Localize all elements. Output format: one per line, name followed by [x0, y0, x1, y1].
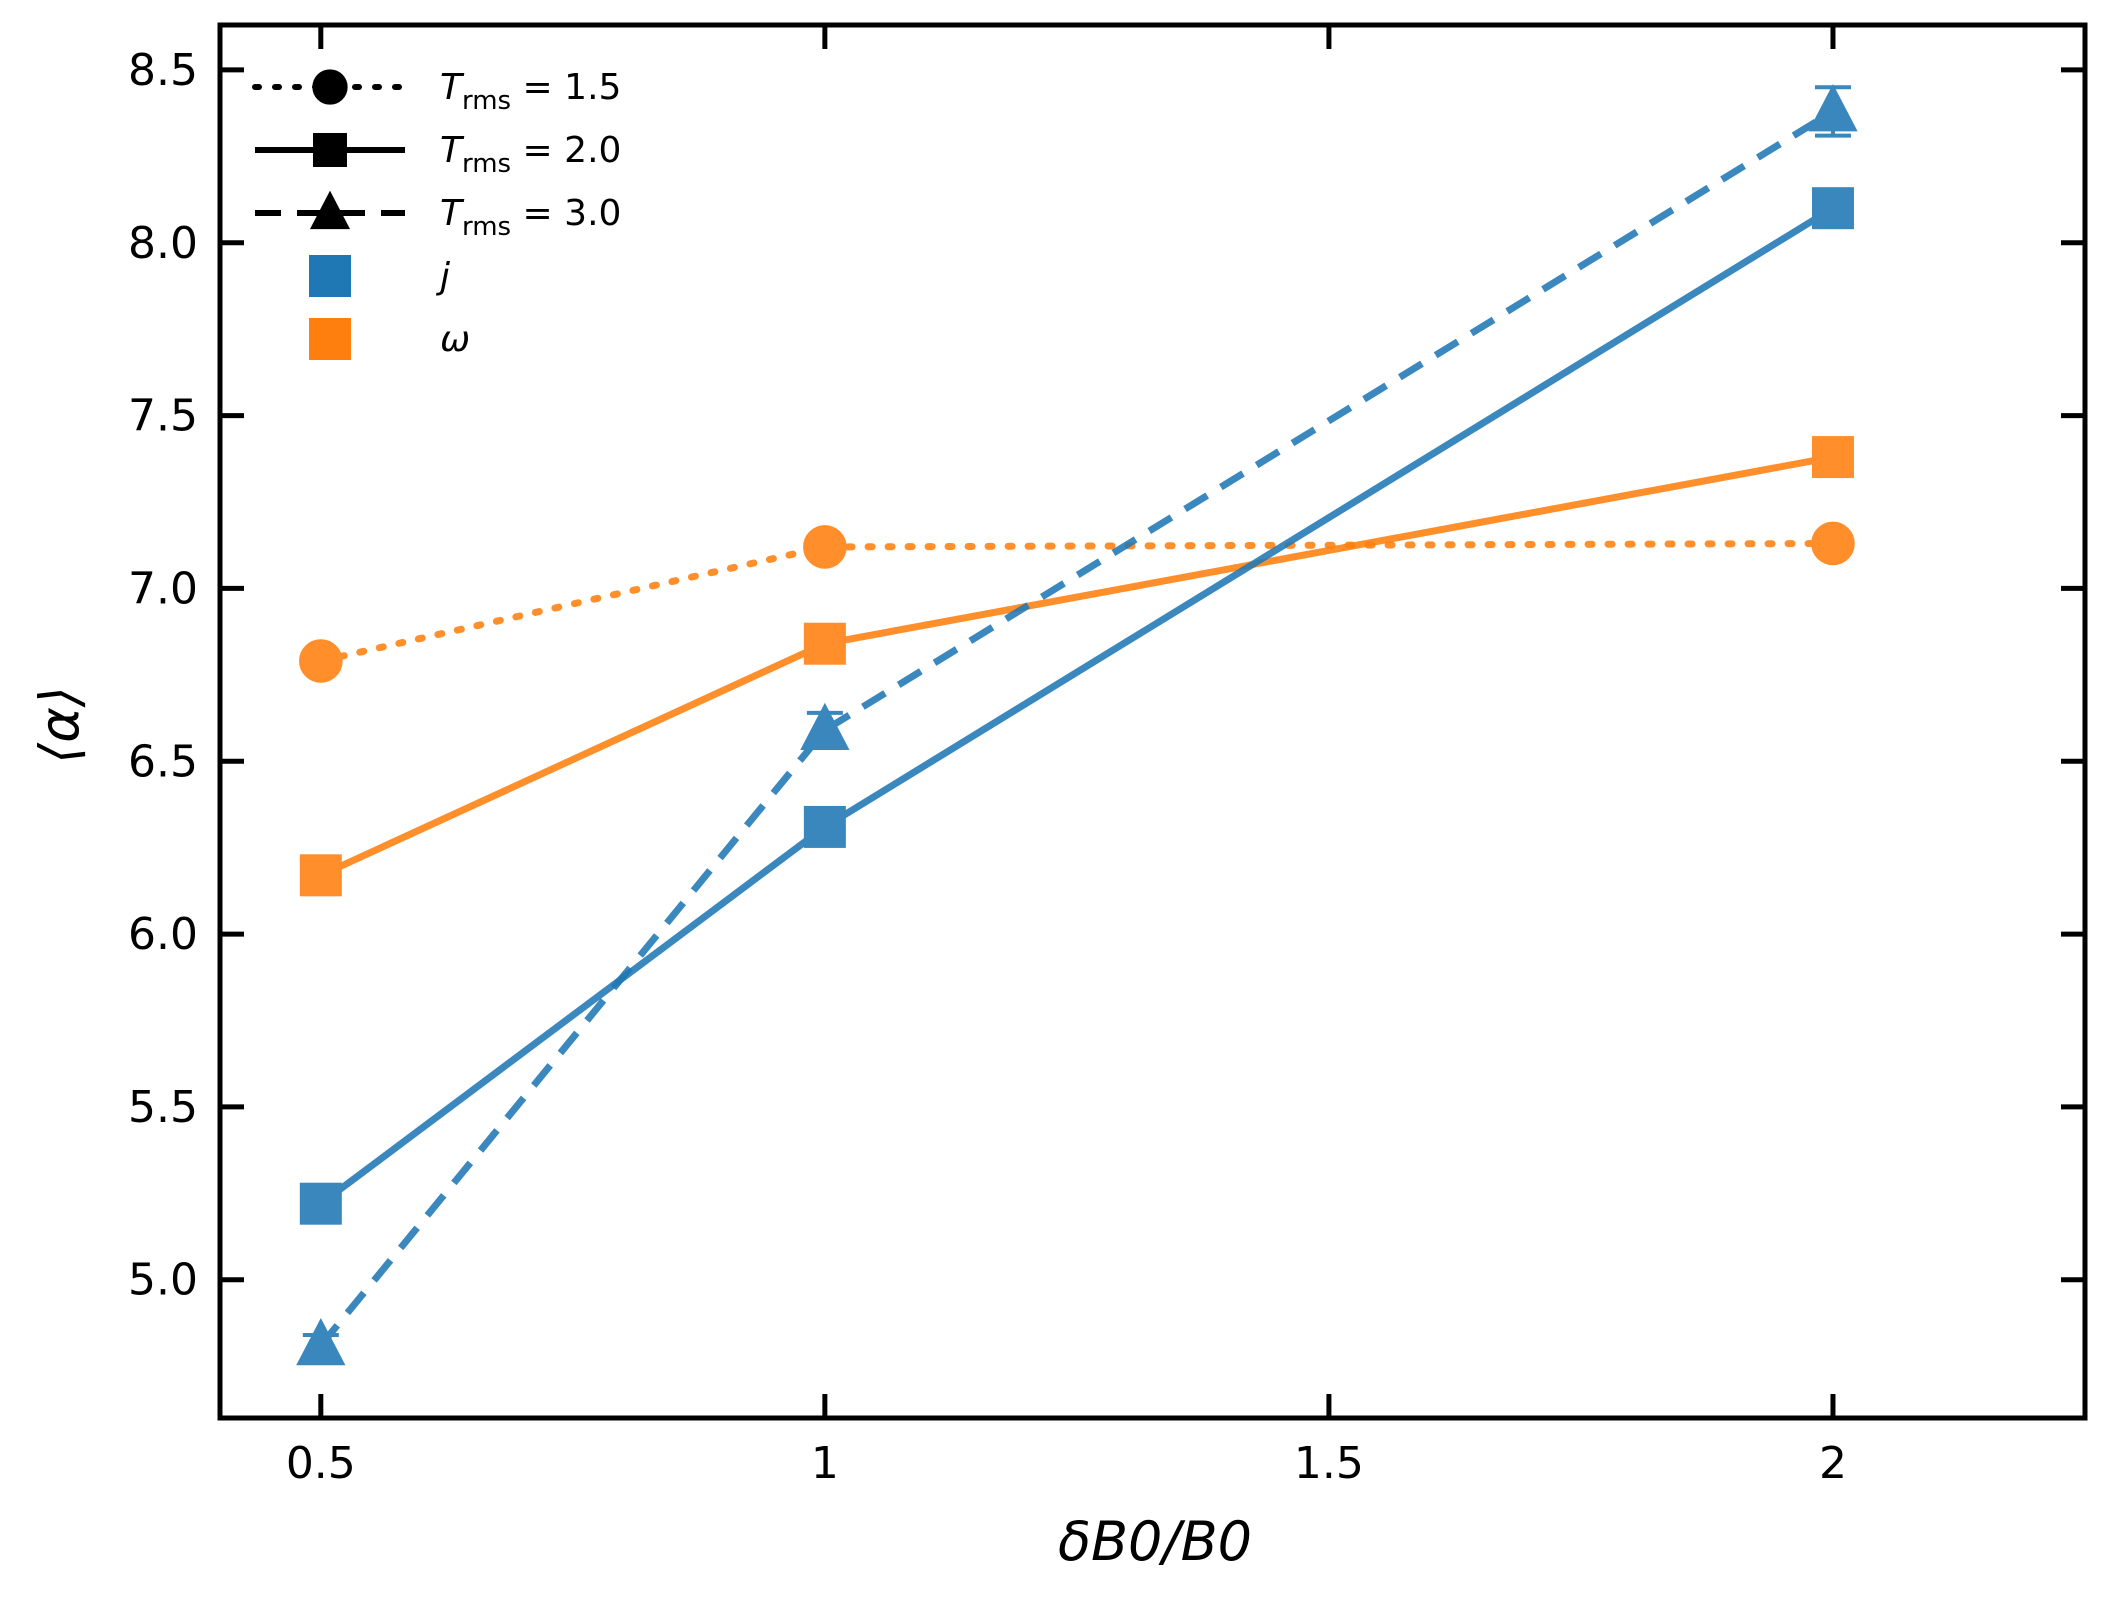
series-layer: [296, 84, 1858, 1366]
y-tick-label: 6.5: [128, 736, 198, 787]
series-line: [319, 453, 1834, 879]
legend-subscript: rms: [462, 149, 511, 179]
legend-entry-2: Trms = 3.0: [255, 190, 621, 242]
legend-value: = 1.5: [511, 67, 621, 108]
data-point: [800, 702, 850, 751]
series-2: [299, 187, 1854, 1225]
series-line: [317, 539, 1837, 665]
data-point: [296, 1318, 346, 1366]
legend-marker: [309, 190, 351, 230]
x-tick-label: 1.5: [1294, 1438, 1364, 1489]
plot-frame: [217, 22, 2088, 1421]
data-point: [299, 639, 343, 683]
axes-layer: 5.0 5.5 6.0 6.5 7.0 7.5 8.0 8.5 0.5 1 1.5 2: [128, 22, 2088, 1489]
legend-label: Trms = 2.0: [440, 130, 621, 179]
series-0: [299, 521, 1855, 683]
data-point: [803, 525, 847, 569]
x-tick-label: 1: [811, 1438, 839, 1489]
y-tick-label: 5.0: [128, 1255, 198, 1306]
legend-label: Trms = 3.0: [440, 193, 621, 242]
data-point: [299, 854, 342, 897]
y-axis-label: ⟨α⟩: [28, 686, 91, 764]
legend-label: j: [435, 256, 450, 297]
legend-marker: [312, 69, 348, 105]
legend-entry-0: Trms = 1.5: [252, 67, 621, 116]
x-axis-label: δB0/B0: [1058, 1510, 1252, 1573]
legend-marker: [313, 133, 347, 167]
legend-entry-1: Trms = 2.0: [255, 130, 621, 179]
legend-marker: [309, 255, 351, 297]
y-tick-label: 8.5: [128, 45, 198, 96]
x-tick-label: 2: [1819, 1438, 1847, 1489]
series-1: [299, 436, 1854, 897]
data-point: [1811, 521, 1855, 566]
data-point: [803, 622, 846, 665]
legend-symbol: T: [440, 67, 465, 108]
y-tick-label: 5.5: [128, 1082, 198, 1133]
legend-symbol: ω: [440, 319, 470, 360]
legend-entry-4: ω: [309, 318, 470, 360]
legend-value: = 3.0: [511, 193, 621, 234]
data-point: [1811, 187, 1854, 230]
legend-symbol: T: [440, 193, 465, 234]
legend-subscript: rms: [462, 86, 511, 116]
legend-label: ω: [440, 319, 470, 360]
y-tick-label: 7.0: [128, 563, 198, 614]
x-tick-label: 0.5: [286, 1438, 356, 1489]
legend-value: = 2.0: [511, 130, 621, 171]
data-point: [299, 1182, 342, 1225]
data-point: [1811, 436, 1854, 479]
series-3: [296, 84, 1858, 1366]
data-point: [803, 805, 846, 848]
legend-symbol: T: [440, 130, 465, 171]
legend-subscript: rms: [462, 212, 511, 242]
y-tick-label: 6.0: [128, 909, 198, 960]
data-point: [1808, 84, 1858, 132]
legend-symbol: j: [435, 256, 450, 297]
series-line: [318, 205, 1835, 1207]
series-line: [318, 108, 1835, 1348]
y-tick-label: 7.5: [128, 391, 198, 442]
legend-label: Trms = 1.5: [440, 67, 621, 116]
legend-marker: [309, 318, 351, 360]
y-tick-label: 8.0: [128, 218, 198, 269]
legend-entry-3: j: [309, 255, 450, 297]
